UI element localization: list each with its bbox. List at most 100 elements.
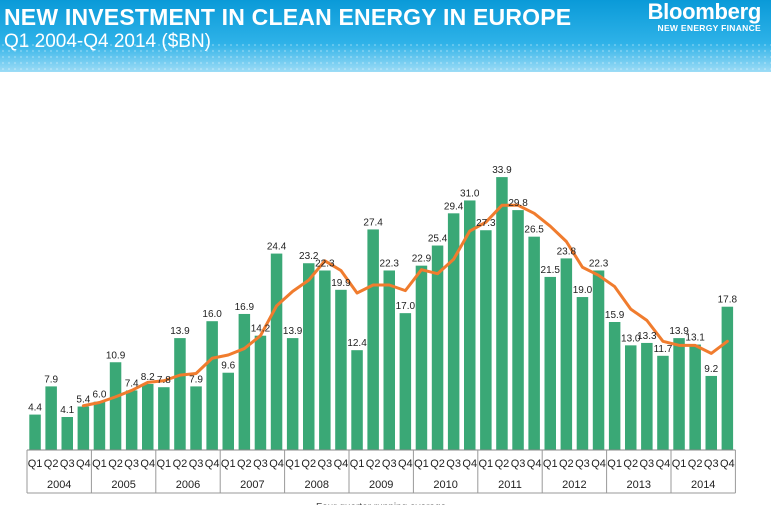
bar-2012-q4 [592,270,605,451]
quarter-tick-label: Q4 [334,458,349,470]
bar-2010-q4 [464,200,476,450]
quarter-tick-label: Q4 [140,458,155,470]
quarter-tick-label: Q2 [301,458,316,470]
quarter-tick-label: Q2 [366,458,381,470]
quarter-tick-label: Q1 [543,458,558,470]
bar-value-label: 7.4 [125,378,139,389]
year-tick-label: 2007 [240,479,264,491]
quarter-tick-label: Q1 [350,458,365,470]
quarter-tick-label: Q2 [559,458,574,470]
bar-2013-q2 [625,345,637,450]
bar-value-label: 22.3 [380,258,400,269]
brand-logo: Bloomberg NEW ENERGY FINANCE [648,0,762,33]
bar-value-label: 24.4 [267,242,287,253]
bar-value-label: 12.4 [347,338,367,349]
bar-2011-q2 [496,177,508,450]
bar-2007-q3 [254,335,267,450]
bar-value-label: 13.3 [637,331,657,342]
quarter-tick-label: Q4 [462,458,477,470]
bar-value-label: 10.9 [106,350,126,361]
bar-2014-q3 [705,375,717,450]
bar-2013-q1 [608,322,621,450]
bar-value-label: 14.2 [251,324,271,335]
quarter-tick-label: Q3 [382,458,397,470]
bar-value-label: 5.4 [76,395,90,406]
bar-2010-q3 [447,213,460,450]
running-average-line [81,203,729,408]
bar-2008-q4 [335,289,347,450]
bar-2008-q1 [286,338,299,451]
bar-2006-q1 [158,387,170,450]
page-subtitle: Q1 2004-Q4 2014 ($BN) [4,31,212,52]
bar-value-label: 26.5 [524,225,544,236]
legend-label: Four quarter running average [316,502,447,505]
quarter-tick-label: Q1 [92,458,107,470]
year-tick-label: 2006 [176,479,200,491]
bar-2011-q4 [528,236,540,450]
bar-value-label: 17.8 [718,295,738,306]
bar-value-label: 7.9 [44,374,58,385]
bar-2013-q3 [641,342,653,451]
quarter-tick-label: Q4 [205,458,220,470]
quarter-tick-label: Q2 [173,458,188,470]
bar-2004-q3 [61,417,73,451]
bar-value-label: 29.8 [508,198,528,209]
quarter-tick-label: Q3 [60,458,75,470]
bar-2014-q1 [673,338,685,451]
bar-value-label: 21.5 [541,265,561,276]
bar-2009-q2 [367,229,379,450]
bar-2008-q3 [319,270,331,451]
quarter-tick-label: Q3 [640,458,655,470]
bar-2011-q3 [512,210,524,450]
bar-2007-q2 [238,313,251,450]
quarter-tick-label: Q1 [479,458,494,470]
bar-value-label: 9.6 [221,361,235,372]
year-tick-label: 2014 [691,479,715,491]
quarter-tick-label: Q4 [76,458,91,470]
brand-subtitle: NEW ENERGY FINANCE [657,23,761,33]
quarter-tick-label: Q3 [704,458,719,470]
quarter-tick-label: Q4 [398,458,413,470]
bar-2012-q3 [576,297,589,450]
quarter-tick-label: Q1 [157,458,172,470]
bar-2004-q2 [45,386,57,450]
quarter-tick-label: Q3 [189,458,204,470]
bar-value-label: 25.4 [428,234,448,245]
quarter-tick-label: Q2 [44,458,59,470]
year-tick-label: 2010 [433,479,457,491]
quarter-tick-label: Q4 [720,458,735,470]
bar-value-label: 27.3 [476,218,496,229]
bar-2011-q1 [480,230,492,450]
bar-2005-q3 [125,390,138,450]
bar-2005-q4 [142,383,154,450]
bar-value-label: 9.2 [704,364,718,375]
year-tick-label: 2012 [562,479,586,491]
bar-value-label: 22.9 [412,254,432,265]
year-tick-label: 2011 [498,479,522,491]
bar-2009-q3 [383,270,395,451]
bar-2014-q2 [689,344,701,450]
bar-value-label: 33.9 [492,165,512,176]
bar-value-label: 13.9 [283,326,303,337]
bar-value-label: 29.4 [444,201,464,212]
quarter-tick-label: Q2 [688,458,703,470]
year-tick-label: 2008 [305,479,329,491]
bar-value-label: 22.3 [315,258,335,269]
bar-2012-q1 [544,276,556,450]
year-tick-label: 2004 [47,479,71,491]
bar-value-label: 19.9 [331,278,351,289]
bar-2007-q1 [222,372,234,450]
quarter-tick-label: Q2 [495,458,510,470]
bar-value-label: 31.0 [460,188,480,199]
quarter-tick-label: Q4 [591,458,606,470]
bar-2010-q1 [415,265,428,450]
quarter-tick-label: Q1 [607,458,622,470]
year-tick-label: 2005 [111,479,135,491]
quarter-tick-label: Q3 [318,458,333,470]
bar-2012-q2 [560,258,573,450]
page-title: NEW INVESTMENT IN CLEAN ENERGY IN EUROPE [4,4,572,30]
header-banner: NEW INVESTMENT IN CLEAN ENERGY IN EUROPE… [0,0,771,72]
quarter-tick-label: Q1 [28,458,43,470]
bar-value-label: 4.1 [60,405,74,416]
